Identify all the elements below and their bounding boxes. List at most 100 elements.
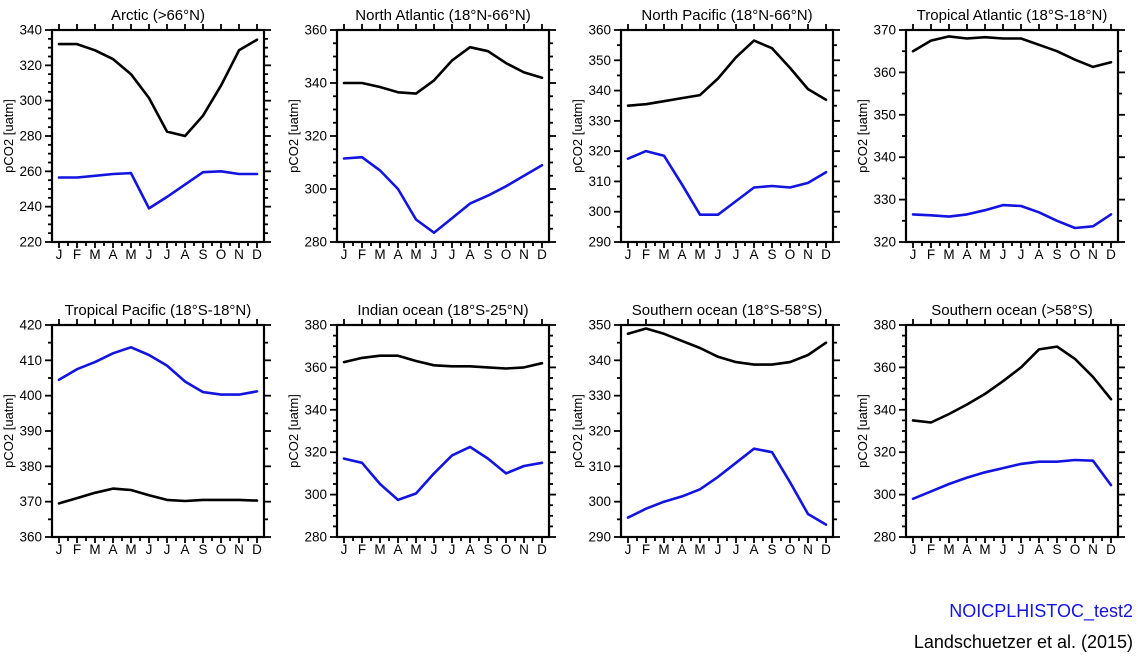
x-tick-label: O (785, 247, 796, 262)
x-tick-label: J (448, 542, 455, 557)
x-tick-label: M (694, 542, 705, 557)
plot-box (335, 28, 550, 244)
x-tick-label: A (180, 247, 189, 262)
x-tick-label: J (340, 247, 347, 262)
plot-box (904, 323, 1119, 539)
panel-svg-3: Tropical Atlantic (18°S-18°N) 320 330 340 35… (855, 7, 1125, 262)
model-line (911, 203, 1112, 230)
x-tick-label: M (658, 247, 669, 262)
y-tick-label: 350 (588, 53, 611, 68)
chart-title: Southern ocean (>58°S) (931, 302, 1093, 319)
legend-obs-label: Landschuetzer et al. (2015) (913, 632, 1133, 652)
chart-panel-southern-ocean-mid: Southern ocean (18°S-58°S) 290 300 310 320 33… (569, 295, 854, 590)
x-tick-label: A (677, 542, 686, 557)
x-tick-label: M (374, 247, 385, 262)
y-tick-label: 300 (304, 487, 327, 502)
y-tick-label: 300 (588, 204, 611, 219)
x-tick-label: M (410, 542, 421, 557)
x-tick-label: A (962, 247, 971, 262)
x-tick-label: J (164, 247, 171, 262)
x-tick-label: A (393, 247, 402, 262)
y-tick-label: 320 (19, 58, 42, 73)
axis-ticks (898, 319, 1125, 543)
x-tick-label: M (694, 247, 705, 262)
x-tick-label: J (909, 247, 916, 262)
plot-box (50, 323, 266, 539)
y-axis-label: pCO2 [uatm] (286, 394, 301, 468)
axis-ticks (45, 24, 271, 248)
x-tick-label: N (803, 247, 813, 262)
y-tick-label: 320 (304, 129, 327, 144)
x-tick-label: M (943, 247, 954, 262)
y-tick-label: 340 (873, 402, 896, 417)
x-tick-label: O (500, 247, 511, 262)
x-tick-label: J (146, 247, 153, 262)
x-tick-label: A (1034, 542, 1043, 557)
x-tick-label: M (979, 542, 990, 557)
y-tick-label: 390 (19, 424, 42, 439)
axis-ticks (45, 319, 271, 543)
y-axis-label: pCO2 [uatm] (286, 99, 301, 173)
model-line (911, 458, 1112, 501)
chart-title: Indian ocean (18°S-25°N) (357, 302, 528, 319)
chart-grid: Arctic (>66°N) 220 240 260 280 300 320 340 J F M A M… (1, 0, 1138, 590)
y-tick-label: 300 (588, 494, 611, 509)
y-axis-label: pCO2 [uatm] (855, 99, 870, 173)
model-line (342, 445, 543, 502)
y-tick-label: 330 (873, 192, 896, 207)
x-tick-label: S (483, 247, 492, 262)
y-tick-label: 360 (19, 530, 42, 545)
y-tick-label: 300 (304, 182, 327, 197)
y-tick-label: 380 (19, 459, 42, 474)
y-tick-label: 320 (873, 445, 896, 460)
x-tick-label: F (357, 247, 365, 262)
x-tick-label: S (1052, 542, 1061, 557)
chart-title: North Pacific (18°N-66°N) (641, 7, 812, 24)
x-tick-label: J (733, 542, 740, 557)
legend: NOICPLHISTOC_test2 Landschuetzer et al. … (914, 596, 1133, 658)
x-tick-label: J (430, 247, 437, 262)
obs-line (911, 345, 1112, 424)
y-tick-label: 320 (873, 235, 896, 250)
x-tick-label: O (500, 542, 511, 557)
x-tick-label: S (483, 542, 492, 557)
x-tick-label: F (642, 247, 650, 262)
x-tick-label: F (926, 542, 934, 557)
x-tick-label: D (537, 247, 547, 262)
x-tick-label: S (198, 542, 207, 557)
x-tick-label: N (1088, 247, 1098, 262)
x-tick-label: A (465, 247, 474, 262)
chart-panel-indian-ocean: Indian ocean (18°S-25°N) 280 300 320 340 360 3… (285, 295, 570, 590)
x-tick-label: D (537, 542, 547, 557)
obs-line (911, 35, 1112, 69)
x-tick-label: O (1069, 542, 1080, 557)
x-tick-label: J (625, 247, 632, 262)
x-tick-label: M (125, 542, 136, 557)
y-tick-label: 310 (588, 174, 611, 189)
x-tick-label: J (715, 542, 722, 557)
x-tick-label: O (216, 247, 227, 262)
y-tick-label: 370 (19, 494, 42, 509)
chart-panel-north-pacific: North Pacific (18°N-66°N) 290 300 310 320 330… (569, 0, 854, 295)
x-tick-label: J (56, 542, 63, 557)
x-tick-label: F (73, 542, 81, 557)
obs-line (626, 39, 828, 107)
x-tick-label: J (999, 542, 1006, 557)
x-tick-label: D (821, 542, 831, 557)
y-tick-label: 340 (304, 402, 327, 417)
x-tick-label: F (926, 247, 934, 262)
x-tick-label: N (519, 542, 529, 557)
x-tick-label: O (216, 542, 227, 557)
y-tick-label: 300 (873, 487, 896, 502)
y-tick-label: 400 (19, 388, 42, 403)
y-tick-label: 330 (588, 388, 611, 403)
panel-svg-1: North Atlantic (18°N-66°N) 280 300 320 340 36… (286, 7, 556, 262)
chart-panel-southern-ocean-high: Southern ocean (>58°S) 280 300 320 340 360 380… (854, 295, 1138, 590)
y-tick-label: 360 (588, 23, 611, 38)
x-tick-label: J (909, 542, 916, 557)
x-tick-label: M (89, 542, 100, 557)
legend-model-label: NOICPLHISTOC_test2 (949, 601, 1133, 621)
x-tick-label: J (430, 542, 437, 557)
x-tick-label: D (821, 247, 831, 262)
